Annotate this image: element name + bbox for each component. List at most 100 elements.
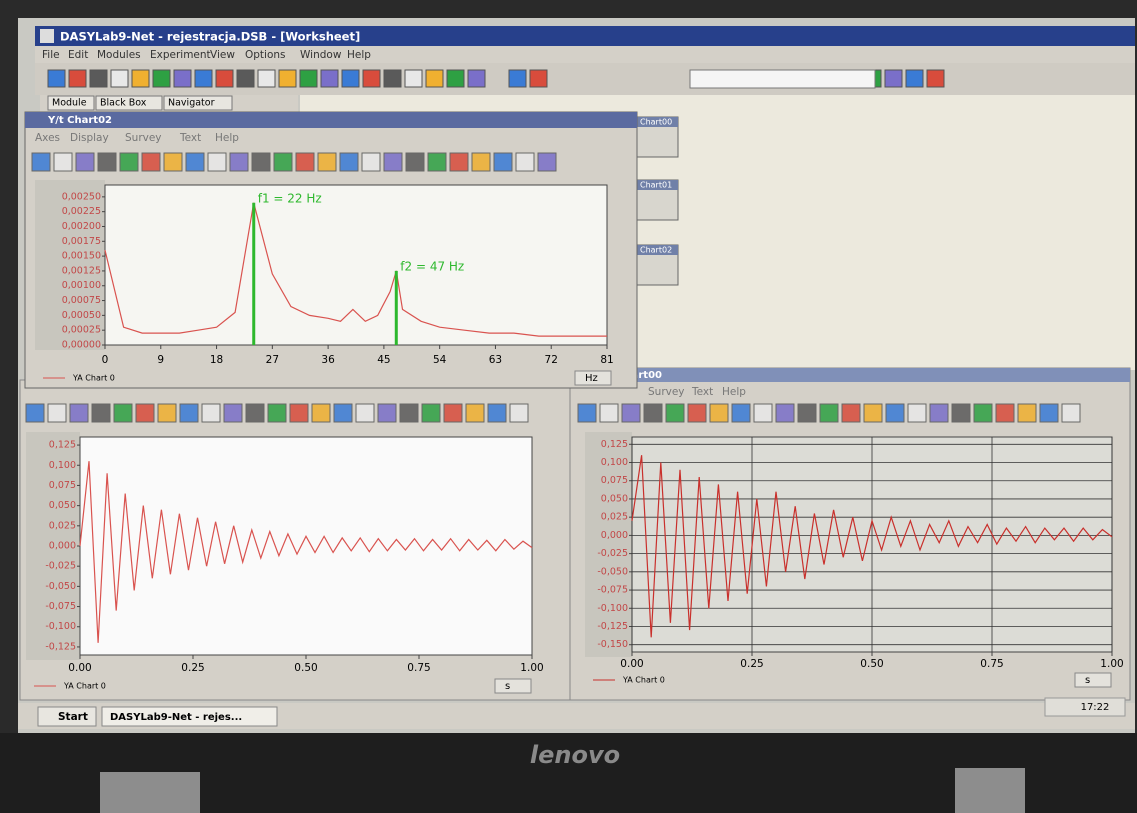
toolbar-button[interactable] [600, 404, 618, 422]
menu-item[interactable]: Help [215, 132, 239, 144]
menu-item[interactable]: Help [722, 386, 746, 398]
menu-item[interactable]: Survey [125, 132, 162, 144]
menu-item[interactable]: View [210, 49, 235, 61]
toolbar-button[interactable] [450, 153, 468, 171]
menu-item[interactable]: Text [179, 132, 201, 144]
toolbar-button[interactable] [92, 404, 110, 422]
menu-item[interactable]: Display [70, 132, 109, 144]
toolbar-button[interactable] [224, 404, 242, 422]
toolbar-button[interactable] [908, 404, 926, 422]
toolbar-button[interactable] [362, 153, 380, 171]
toolbar-button[interactable] [54, 153, 72, 171]
toolbar-button[interactable] [363, 70, 380, 87]
toolbar-button[interactable] [466, 404, 484, 422]
toolbar-button[interactable] [406, 153, 424, 171]
toolbar-button[interactable] [732, 404, 750, 422]
toolbar-button[interactable] [930, 404, 948, 422]
toolbar-button[interactable] [488, 404, 506, 422]
toolbar-button[interactable] [1040, 404, 1058, 422]
dropdown[interactable] [690, 70, 875, 88]
toolbar-button[interactable] [153, 70, 170, 87]
toolbar-button[interactable] [444, 404, 462, 422]
toolbar-button[interactable] [230, 153, 248, 171]
toolbar-button[interactable] [279, 70, 296, 87]
toolbar-button[interactable] [776, 404, 794, 422]
toolbar-button[interactable] [578, 404, 596, 422]
toolbar-button[interactable] [195, 70, 212, 87]
toolbar-button[interactable] [842, 404, 860, 422]
toolbar-button[interactable] [472, 153, 490, 171]
toolbar-button[interactable] [186, 153, 204, 171]
toolbar-button[interactable] [754, 404, 772, 422]
toolbar-button[interactable] [321, 70, 338, 87]
toolbar-button[interactable] [974, 404, 992, 422]
toolbar-button[interactable] [509, 70, 526, 87]
menu-item[interactable]: Experiment [150, 49, 211, 61]
toolbar-button[interactable] [26, 404, 44, 422]
toolbar-button[interactable] [312, 404, 330, 422]
toolbar-button[interactable] [886, 404, 904, 422]
toolbar-button[interactable] [202, 404, 220, 422]
toolbar-button[interactable] [69, 70, 86, 87]
toolbar-button[interactable] [158, 404, 176, 422]
toolbar-button[interactable] [405, 70, 422, 87]
toolbar-button[interactable] [164, 153, 182, 171]
toolbar-button[interactable] [1018, 404, 1036, 422]
toolbar-button[interactable] [111, 70, 128, 87]
toolbar-button[interactable] [142, 153, 160, 171]
toolbar-button[interactable] [132, 70, 149, 87]
toolbar-button[interactable] [120, 153, 138, 171]
toolbar-button[interactable] [114, 404, 132, 422]
toolbar-button[interactable] [216, 70, 233, 87]
toolbar-button[interactable] [180, 404, 198, 422]
toolbar-button[interactable] [70, 404, 88, 422]
toolbar-button[interactable] [268, 404, 286, 422]
toolbar-button[interactable] [996, 404, 1014, 422]
toolbar-button[interactable] [885, 70, 902, 87]
toolbar-button[interactable] [32, 153, 50, 171]
toolbar-button[interactable] [174, 70, 191, 87]
toolbar-button[interactable] [90, 70, 107, 87]
toolbar-button[interactable] [208, 153, 226, 171]
toolbar-button[interactable] [864, 404, 882, 422]
menu-item[interactable]: Text [691, 386, 713, 398]
toolbar-button[interactable] [952, 404, 970, 422]
toolbar-button[interactable] [516, 153, 534, 171]
toolbar-button[interactable] [906, 70, 923, 87]
toolbar-button[interactable] [530, 70, 547, 87]
toolbar-button[interactable] [510, 404, 528, 422]
toolbar-button[interactable] [342, 70, 359, 87]
menu-item[interactable]: Options [245, 49, 286, 61]
toolbar-button[interactable] [296, 153, 314, 171]
toolbar-button[interactable] [76, 153, 94, 171]
toolbar-button[interactable] [710, 404, 728, 422]
tab-label[interactable]: Navigator [168, 98, 215, 109]
toolbar-button[interactable] [622, 404, 640, 422]
toolbar-button[interactable] [426, 70, 443, 87]
menu-item[interactable]: Edit [68, 49, 88, 61]
toolbar-button[interactable] [48, 70, 65, 87]
toolbar-button[interactable] [334, 404, 352, 422]
toolbar-button[interactable] [400, 404, 418, 422]
toolbar-button[interactable] [447, 70, 464, 87]
toolbar-button[interactable] [136, 404, 154, 422]
menu-item[interactable]: Help [347, 49, 371, 61]
toolbar-button[interactable] [422, 404, 440, 422]
toolbar-button[interactable] [300, 70, 317, 87]
menu-item[interactable]: Survey [648, 386, 685, 398]
toolbar-button[interactable] [258, 70, 275, 87]
toolbar-button[interactable] [318, 153, 336, 171]
toolbar-button[interactable] [48, 404, 66, 422]
toolbar-button[interactable] [356, 404, 374, 422]
menu-item[interactable]: File [42, 49, 60, 61]
toolbar-button[interactable] [1062, 404, 1080, 422]
toolbar-button[interactable] [252, 153, 270, 171]
menu-item[interactable]: Window [300, 49, 342, 61]
toolbar-button[interactable] [290, 404, 308, 422]
toolbar-button[interactable] [274, 153, 292, 171]
toolbar-button[interactable] [237, 70, 254, 87]
tab-label[interactable]: Module [52, 98, 87, 109]
toolbar-button[interactable] [246, 404, 264, 422]
menu-item[interactable]: Modules [97, 49, 141, 61]
toolbar-button[interactable] [378, 404, 396, 422]
